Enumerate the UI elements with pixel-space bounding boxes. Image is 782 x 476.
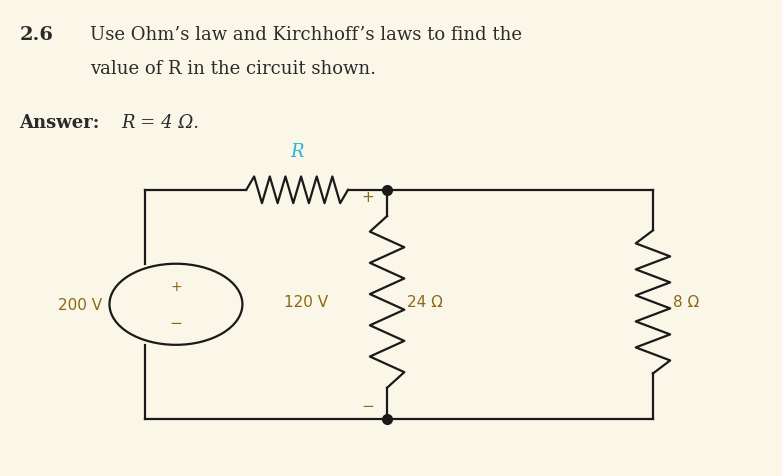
Text: 8 Ω: 8 Ω [673,295,699,310]
Text: 2.6: 2.6 [20,26,53,44]
Text: 200 V: 200 V [58,297,102,312]
Text: R: R [290,143,304,161]
Text: 120 V: 120 V [285,295,328,310]
Text: R = 4 Ω.: R = 4 Ω. [121,114,199,132]
Text: 24 Ω: 24 Ω [407,295,443,310]
Text: +: + [361,190,374,205]
Text: Use Ohm’s law and Kirchhoff’s laws to find the: Use Ohm’s law and Kirchhoff’s laws to fi… [90,26,522,44]
Text: value of R in the circuit shown.: value of R in the circuit shown. [90,60,376,78]
Text: Answer:: Answer: [20,114,100,132]
Text: −: − [170,315,182,330]
Text: +: + [170,279,181,294]
Text: −: − [361,398,374,413]
